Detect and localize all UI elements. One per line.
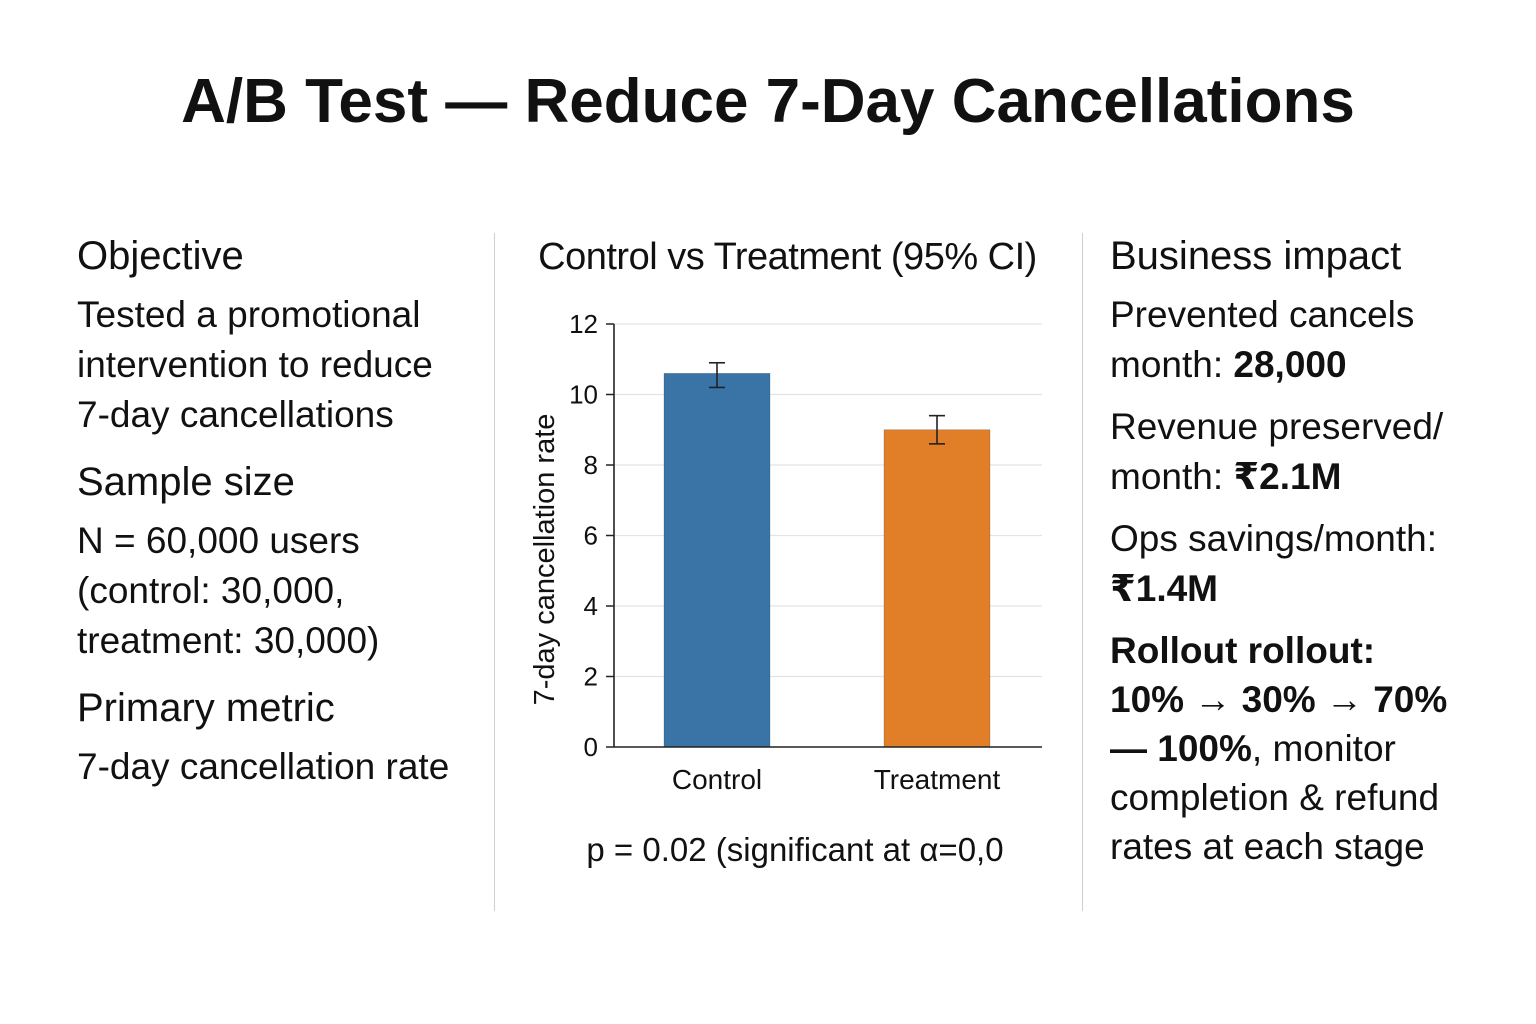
rollout-plan: Rollout rollout: 10% → 30% → 70% — 100%,…: [1110, 626, 1510, 871]
rollout-note: , monitor completion & refund rates at e…: [1110, 728, 1440, 867]
p-value-annotation: p = 0.02 (significant at α=0,0: [586, 831, 1004, 868]
prevented-cancels-value: 28,000: [1233, 344, 1347, 385]
prevented-cancels-item: Prevented cancels month: 28,000: [1110, 290, 1510, 390]
y-axis-label: 7-day cancellation rate: [529, 414, 561, 706]
ops-savings-value: ₹1.4M: [1110, 568, 1219, 609]
revenue-preserved-item: Revenue preserved/ month: ₹2.1M: [1110, 402, 1510, 502]
sample-size-heading: Sample size: [77, 460, 295, 504]
business-impact-heading: Business impact: [1110, 234, 1402, 278]
y-tick-label-3: 6: [584, 521, 598, 551]
y-tick-label-0: 0: [584, 732, 598, 762]
x-tick-label-control: Control: [672, 764, 762, 795]
y-tick-label-4: 8: [584, 450, 598, 480]
y-tick-label-1: 2: [584, 662, 598, 692]
x-tick-label-treatment: Treatment: [874, 764, 1001, 795]
y-tick-label-2: 4: [584, 591, 598, 621]
y-tick-label-5: 10: [569, 380, 598, 410]
right-column: Business impact Prevented cancels month:…: [1110, 230, 1510, 871]
bar-chart: 0 2 4 6 8 10 12 Control Treatment 7-day cancella…: [529, 309, 1042, 795]
primary-metric-heading: Primary metric: [77, 686, 335, 730]
chart-title: Control vs Treatment (95% CI): [538, 236, 1037, 278]
rollout-title: Rollout rollout:: [1110, 630, 1376, 671]
revenue-preserved-label: Revenue preserved/ month:: [1110, 406, 1444, 497]
prevented-cancels-label: Prevented cancels month:: [1110, 294, 1415, 385]
ops-savings-label: Ops savings/month:: [1110, 518, 1437, 559]
bar-treatment: [883, 429, 991, 748]
revenue-preserved-value: ₹2.1M: [1233, 456, 1342, 497]
left-column: Objective Tested a promotional intervent…: [77, 230, 477, 792]
primary-metric-text: 7-day cancellation rate: [77, 746, 450, 787]
y-tick-label-6: 12: [569, 309, 598, 339]
column-divider-right: [1082, 233, 1083, 911]
chart-bars: [663, 361, 991, 748]
chart-axes: 0 2 4 6 8 10 12 Control Treatment: [569, 309, 1042, 795]
column-divider-left: [494, 233, 495, 911]
sample-size-text: N = 60,000 users (control: 30,000, treat…: [77, 520, 380, 661]
bar-control: [663, 373, 771, 748]
objective-heading: Objective: [77, 234, 244, 278]
page-title: A/B Test — Reduce 7-Day Cancellations: [181, 67, 1355, 136]
rollout-steps: 10% → 30% → 70% — 100%: [1110, 679, 1448, 769]
objective-text: Tested a promotional intervention to red…: [77, 294, 433, 435]
